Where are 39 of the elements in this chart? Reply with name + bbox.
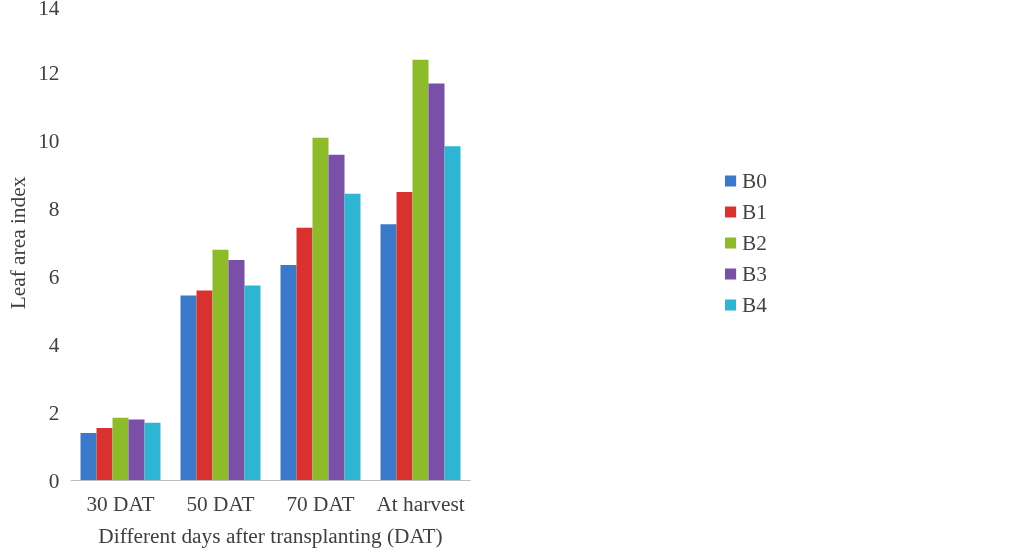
bar [112,417,129,481]
x-tick-label: 30 DAT [86,491,155,516]
bar [180,295,197,481]
legend-label: B2 [742,230,767,255]
bar [428,83,445,481]
y-tick-label: 2 [48,400,60,425]
bar [96,427,113,481]
x-tick-label: 50 DAT [186,491,255,516]
y-tick-label: 8 [48,197,60,222]
bar [228,259,245,481]
bar [144,422,161,481]
bar [128,419,145,481]
bar [80,433,97,481]
bar [280,265,297,481]
y-tick-label: 4 [48,332,60,357]
x-axis-title: Different days after transplanting (DAT) [98,523,443,548]
y-tick-label: 0 [48,468,60,493]
legend-label: B0 [742,168,767,193]
y-tick-label: 6 [48,264,60,289]
legend-label: B1 [742,199,767,224]
bar [196,290,213,481]
bar [244,285,261,481]
y-tick-label: 12 [38,61,60,86]
bar [396,192,413,481]
bar [412,59,429,481]
x-tick-label: At harvest [376,491,465,516]
bar [344,193,361,481]
x-tick-label: 70 DAT [286,491,355,516]
y-tick-label: 14 [38,0,60,20]
bar [312,137,329,481]
legend-label: B3 [742,261,767,286]
y-tick-label: 10 [38,129,60,154]
bar [380,224,397,481]
bar [296,227,313,481]
bar [212,249,229,481]
legend-label: B4 [742,292,767,317]
bar [444,146,461,481]
bar [328,154,345,481]
y-axis-title: Leaf area index [6,176,31,310]
